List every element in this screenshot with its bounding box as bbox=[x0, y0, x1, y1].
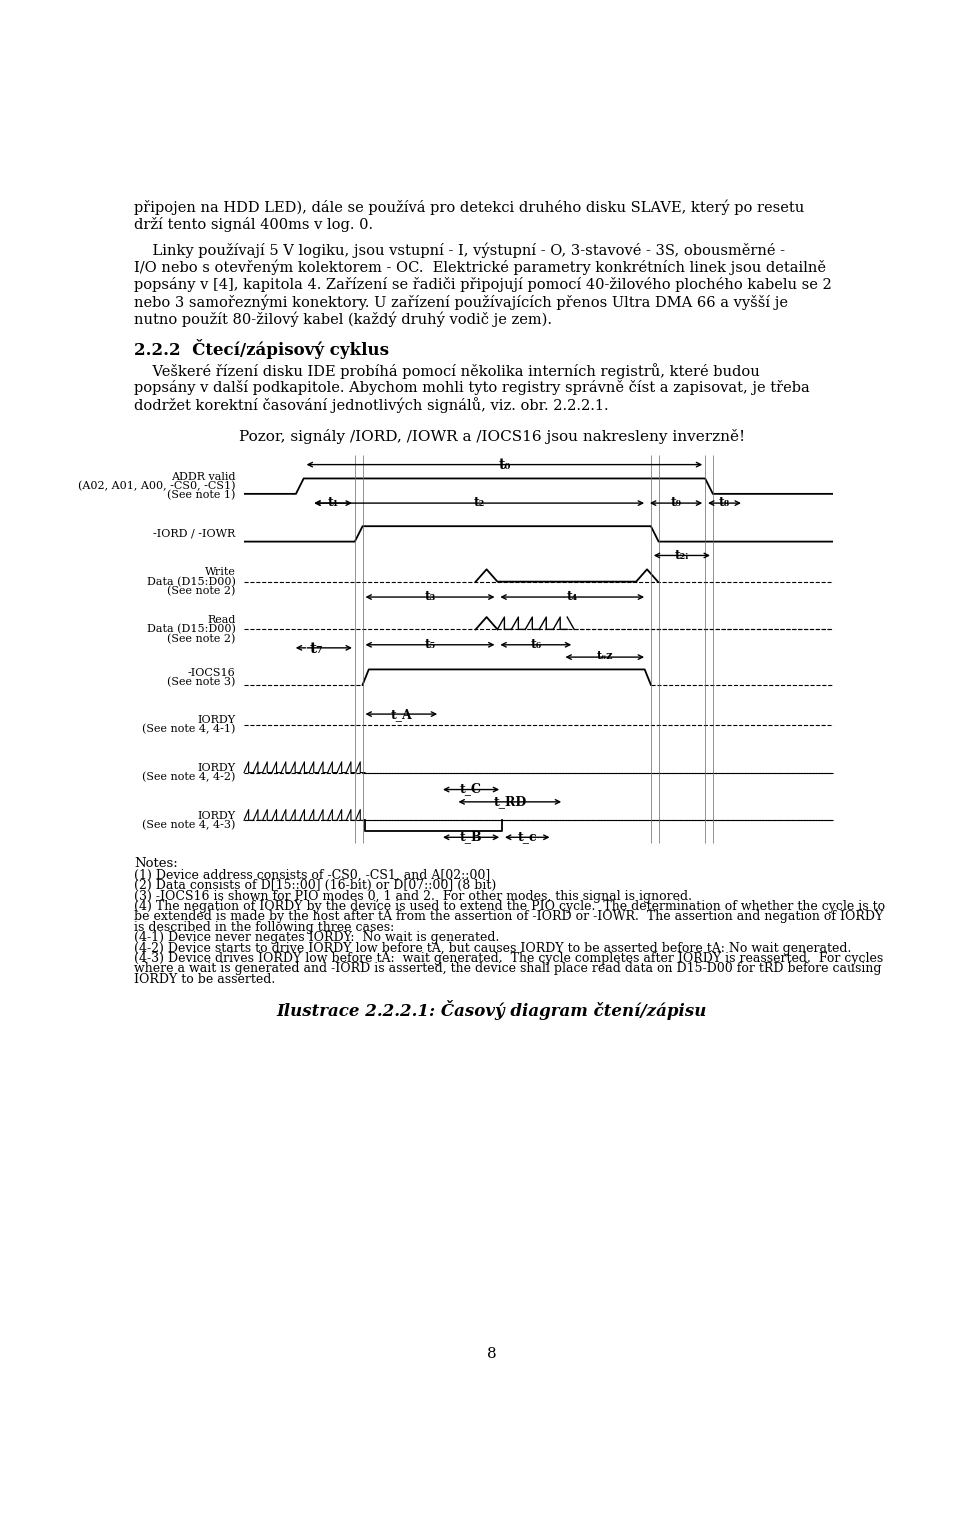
Text: where a wait is generated and -IORD is asserted, the device shall place read dat: where a wait is generated and -IORD is a… bbox=[134, 963, 881, 975]
Text: IORDY: IORDY bbox=[198, 763, 235, 773]
Text: 2.2.2  Čtecí/zápisový cyklus: 2.2.2 Čtecí/zápisový cyklus bbox=[134, 339, 389, 359]
Text: (See note 3): (See note 3) bbox=[167, 676, 235, 687]
Text: (4) The negation of IORDY by the device is used to extend the PIO cycle.  The de: (4) The negation of IORDY by the device … bbox=[134, 900, 885, 912]
Text: Data (D15:D00): Data (D15:D00) bbox=[147, 624, 235, 634]
Text: t₆: t₆ bbox=[530, 637, 541, 651]
Text: (2) Data consists of D[15::00] (16-bit) or D[07::00] (8 bit): (2) Data consists of D[15::00] (16-bit) … bbox=[134, 879, 496, 892]
Text: Notes:: Notes: bbox=[134, 857, 178, 871]
Text: Read: Read bbox=[207, 614, 235, 625]
Text: Ilustrace 2.2.2.1: Časový diagram čtení/zápisu: Ilustrace 2.2.2.1: Časový diagram čtení/… bbox=[276, 1000, 708, 1020]
Text: t₁: t₁ bbox=[327, 496, 339, 508]
Text: IORDY: IORDY bbox=[198, 716, 235, 725]
Text: Linky používají 5 V logiku, jsou vstupní - I, výstupní - O, 3-stavové - 3S, obou: Linky používají 5 V logiku, jsou vstupní… bbox=[134, 243, 785, 258]
Text: (See note 2): (See note 2) bbox=[167, 585, 235, 596]
Text: t_B: t_B bbox=[460, 831, 482, 843]
Text: (3) -IOCS16 is shown for PIO modes 0, 1 and 2.  For other modes, this signal is : (3) -IOCS16 is shown for PIO modes 0, 1 … bbox=[134, 889, 692, 903]
Text: nebo 3 samořeznými konektory. U zařízení používajících přenos Ultra DMA 66 a vyš: nebo 3 samořeznými konektory. U zařízení… bbox=[134, 293, 788, 310]
Text: -IOCS16: -IOCS16 bbox=[188, 668, 235, 677]
Text: t₆z: t₆z bbox=[596, 650, 613, 660]
Text: Data (D15:D00): Data (D15:D00) bbox=[147, 576, 235, 587]
Text: drží tento signál 400ms v log. 0.: drží tento signál 400ms v log. 0. bbox=[134, 217, 373, 232]
Text: t_A: t_A bbox=[391, 708, 412, 720]
Text: t₉: t₉ bbox=[670, 496, 682, 508]
Text: (4-2) Device starts to drive IORDY low before tA, but causes IORDY to be asserte: (4-2) Device starts to drive IORDY low b… bbox=[134, 942, 852, 954]
Text: t₈: t₈ bbox=[719, 496, 730, 508]
Text: t₅: t₅ bbox=[424, 637, 436, 651]
Text: IORDY to be asserted.: IORDY to be asserted. bbox=[134, 972, 276, 986]
Text: t_RD: t_RD bbox=[493, 796, 526, 808]
Text: (See note 4, 4-1): (See note 4, 4-1) bbox=[142, 725, 235, 734]
Text: (See note 2): (See note 2) bbox=[167, 633, 235, 644]
Text: be extended is made by the host after tA from the assertion of -IORD or -IOWR.  : be extended is made by the host after tA… bbox=[134, 911, 883, 923]
Text: t_c: t_c bbox=[517, 831, 537, 843]
Text: Write: Write bbox=[204, 567, 235, 578]
Text: t₀: t₀ bbox=[498, 458, 511, 472]
Text: t₄: t₄ bbox=[566, 590, 578, 604]
Text: (1) Device address consists of -CS0, -CS1, and A[02::00]: (1) Device address consists of -CS0, -CS… bbox=[134, 869, 491, 882]
Text: t₂ᵢ: t₂ᵢ bbox=[675, 548, 689, 562]
Text: Pozor, signály /IORD, /IOWR a /IOCS16 jsou nakresleny inverzně!: Pozor, signály /IORD, /IOWR a /IOCS16 js… bbox=[239, 429, 745, 444]
Text: t₃: t₃ bbox=[424, 590, 436, 604]
Text: is described in the following three cases:: is described in the following three case… bbox=[134, 920, 395, 934]
Text: t₂: t₂ bbox=[473, 496, 485, 508]
Text: připojen na HDD LED), dále se používá pro detekci druhého disku SLAVE, který po : připojen na HDD LED), dále se používá pr… bbox=[134, 200, 804, 215]
Text: ADDR valid: ADDR valid bbox=[171, 472, 235, 482]
Text: dodržet korektní časování jednotlivých signálů, viz. obr. 2.2.2.1.: dodržet korektní časování jednotlivých s… bbox=[134, 398, 609, 413]
Text: Veškeré řízení disku IDE probíhá pomocí několika interních registrů, které budou: Veškeré řízení disku IDE probíhá pomocí … bbox=[134, 362, 759, 379]
Text: t₇: t₇ bbox=[309, 642, 323, 656]
Text: (See note 4, 4-2): (See note 4, 4-2) bbox=[142, 773, 235, 782]
Text: I/O nebo s otevřeným kolektorem - OC.  Elektrické parametry konkrétních linek js: I/O nebo s otevřeným kolektorem - OC. El… bbox=[134, 260, 826, 275]
Text: -IORD / -IOWR: -IORD / -IOWR bbox=[154, 528, 235, 539]
Text: popsány v další podkapitole. Abychom mohli tyto registry správně číst a zapisova: popsány v další podkapitole. Abychom moh… bbox=[134, 381, 809, 395]
Text: t_C: t_C bbox=[460, 783, 482, 796]
Text: nutno použít 80-žilový kabel (každý druhý vodič je zem).: nutno použít 80-žilový kabel (každý druh… bbox=[134, 312, 552, 327]
Text: (4-1) Device never negates IORDY:  No wait is generated.: (4-1) Device never negates IORDY: No wai… bbox=[134, 931, 499, 945]
Text: (See note 4, 4-3): (See note 4, 4-3) bbox=[142, 820, 235, 829]
Text: 8: 8 bbox=[487, 1347, 497, 1361]
Text: (See note 1): (See note 1) bbox=[167, 490, 235, 501]
Text: popsány v [4], kapitola 4. Zařízení se řadiči připojují pomocí 40-žilového ploch: popsány v [4], kapitola 4. Zařízení se ř… bbox=[134, 276, 831, 292]
Text: IORDY: IORDY bbox=[198, 811, 235, 820]
Text: (A02, A01, A00, -CS0, -CS1): (A02, A01, A00, -CS0, -CS1) bbox=[78, 481, 235, 492]
Text: (4-3) Device drives IORDY low before tA:  wait generated.  The cycle completes a: (4-3) Device drives IORDY low before tA:… bbox=[134, 952, 883, 965]
